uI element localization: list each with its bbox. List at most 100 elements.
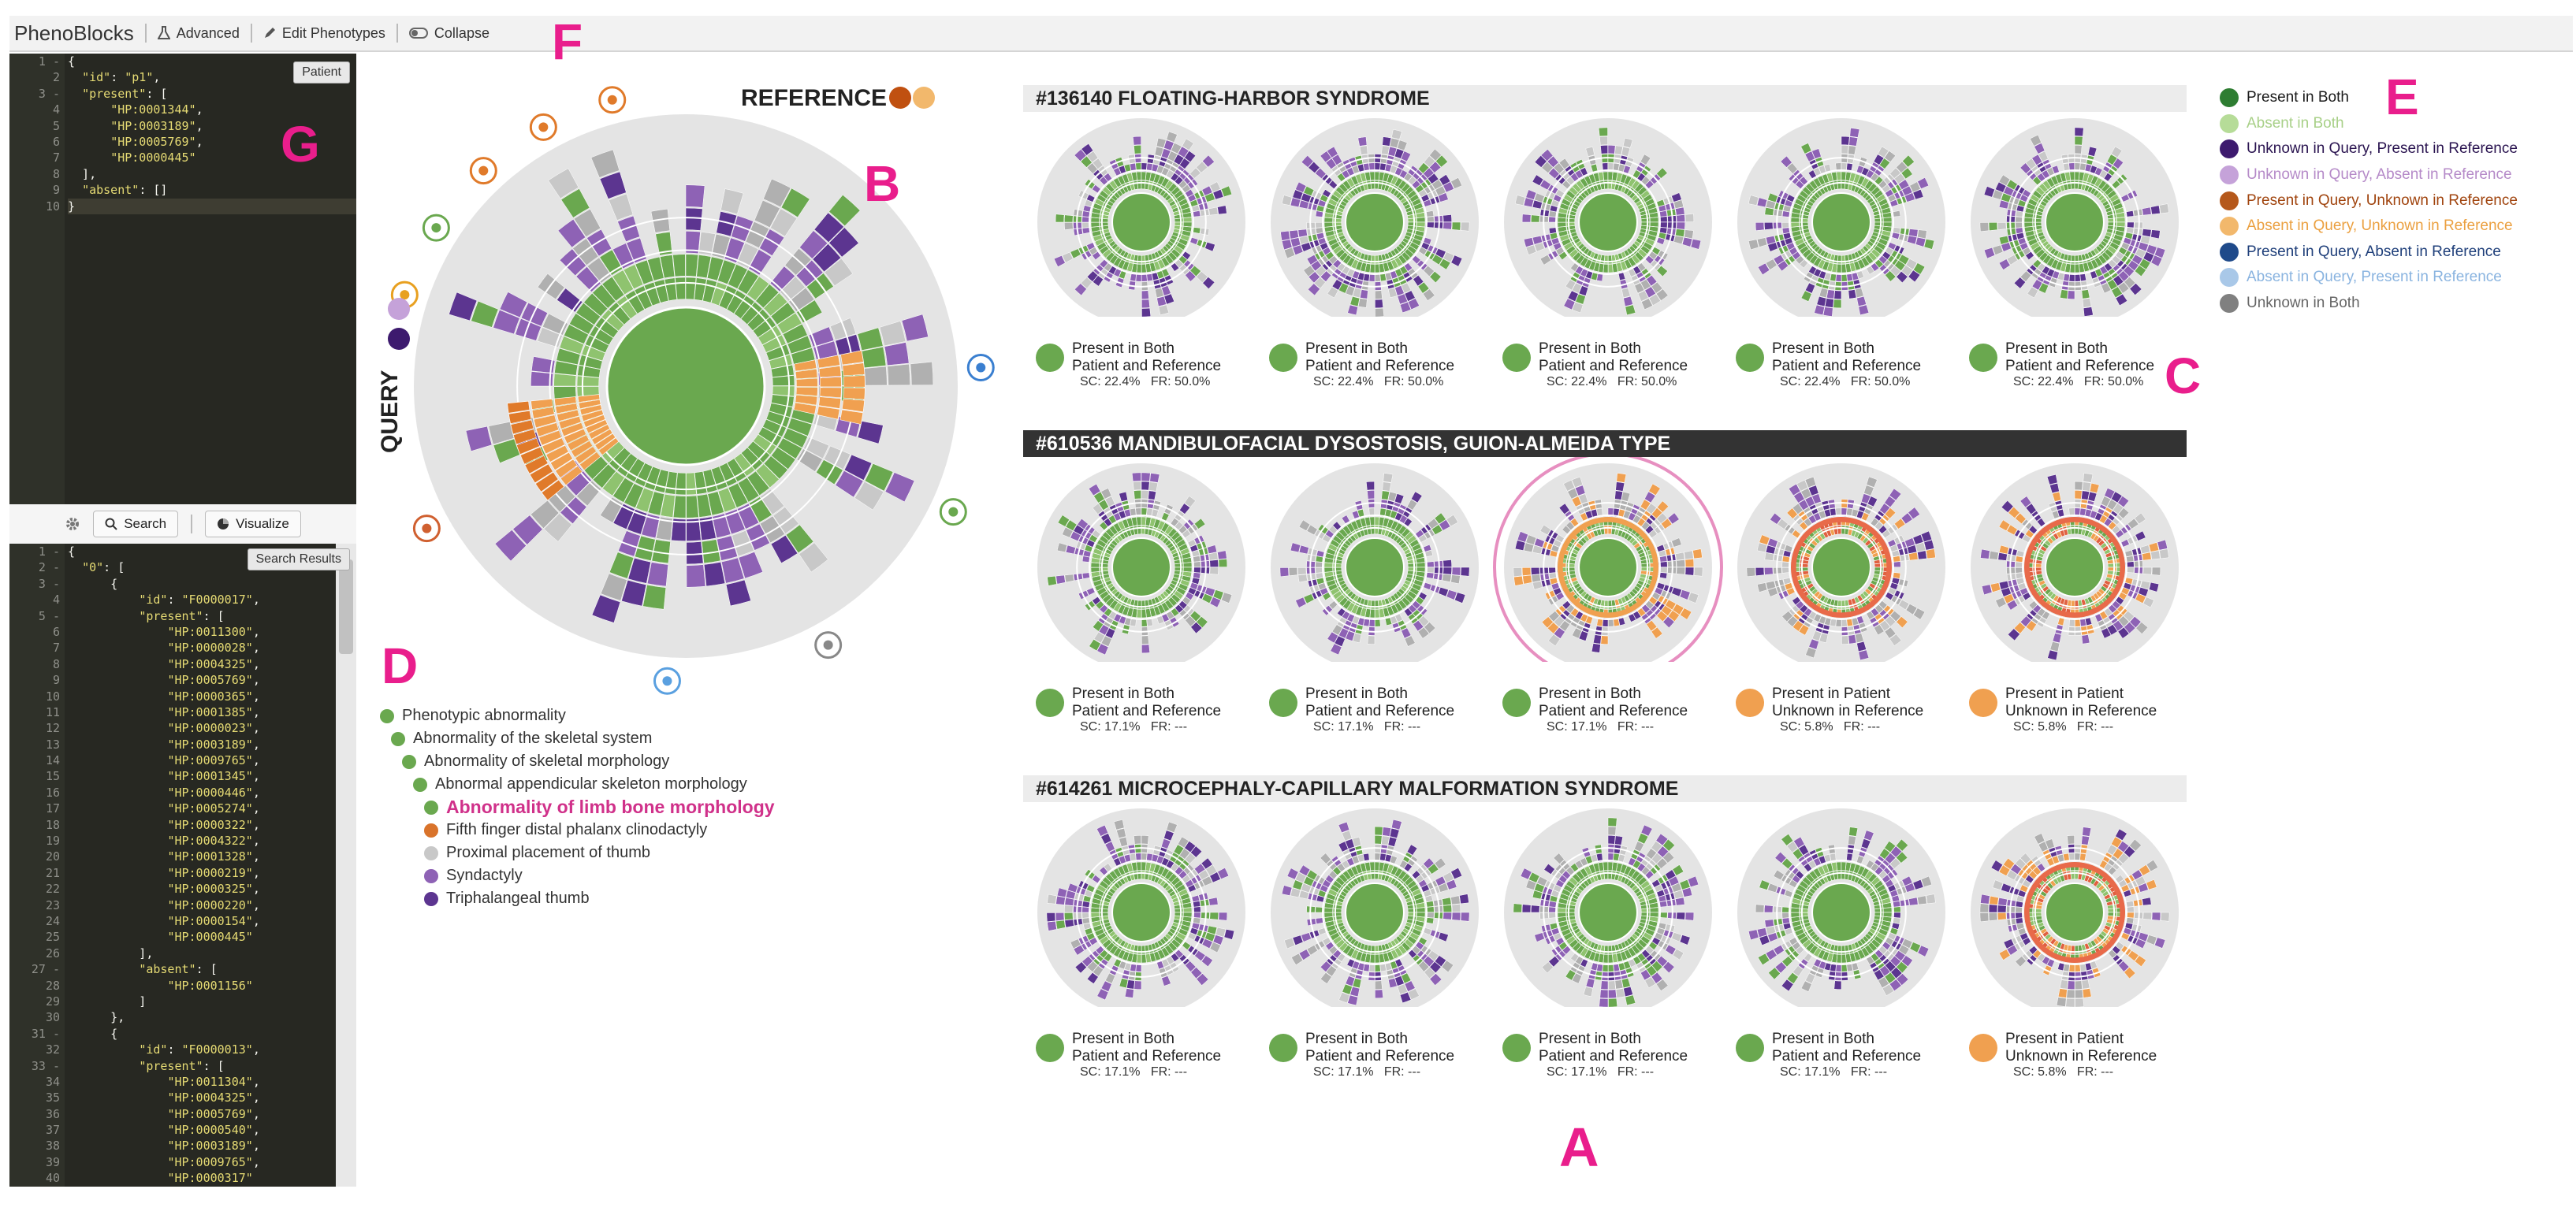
mini-sunburst-segment[interactable]: [1523, 237, 1535, 247]
mini-sunburst-segment[interactable]: [1748, 195, 1759, 206]
mini-sunburst-segment[interactable]: [1896, 616, 1908, 629]
mini-sunburst-segment[interactable]: [1141, 861, 1147, 871]
mini-sunburst-segment[interactable]: [1374, 171, 1380, 181]
mini-sunburst-segment[interactable]: [2010, 863, 2022, 875]
main-sunburst-segment[interactable]: [721, 557, 745, 584]
mini-sunburst-segment[interactable]: [1923, 539, 1935, 551]
mini-sunburst-segment[interactable]: [1765, 581, 1776, 590]
mini-sunburst-segment[interactable]: [1681, 887, 1693, 897]
mini-sunburst-segment[interactable]: [2019, 162, 2031, 174]
mini-sunburst-segment[interactable]: [1885, 270, 1897, 282]
mini-sunburst-segment[interactable]: [1640, 824, 1653, 837]
mini-sunburst-segment[interactable]: [1081, 216, 1091, 223]
mini-sunburst-center[interactable]: [1111, 192, 1171, 252]
main-sunburst-segment[interactable]: [660, 255, 676, 279]
mini-sunburst-segment[interactable]: [1557, 912, 1567, 918]
mini-sunburst-segment[interactable]: [1756, 927, 1768, 938]
mini-sunburst-segment[interactable]: [1099, 912, 1109, 917]
mini-sunburst-segment[interactable]: [1811, 148, 1822, 159]
mini-sunburst-segment[interactable]: [1640, 217, 1651, 223]
mini-sunburst-segment[interactable]: [1209, 942, 1221, 953]
main-sunburst-segment[interactable]: [545, 444, 569, 463]
mini-sunburst-segment[interactable]: [2013, 622, 2026, 634]
mini-sunburst-segment[interactable]: [2123, 610, 2135, 622]
mini-sunburst-segment[interactable]: [1297, 229, 1308, 238]
mini-sunburst-segment[interactable]: [1056, 887, 1068, 898]
mini-sunburst-segment[interactable]: [1417, 281, 1430, 294]
mini-sunburst-segment[interactable]: [1298, 544, 1309, 555]
mini-sunburst-segment[interactable]: [2123, 265, 2135, 277]
main-sunburst-segment[interactable]: [731, 215, 754, 242]
mini-sunburst-segment[interactable]: [1375, 618, 1381, 627]
mini-sunburst[interactable]: [1490, 802, 1726, 1007]
mini-sunburst-segment[interactable]: [1201, 593, 1213, 604]
mini-sunburst-segment[interactable]: [1064, 222, 1074, 230]
mini-sunburst-segment[interactable]: [1912, 608, 1926, 620]
mini-sunburst-segment[interactable]: [1401, 282, 1412, 294]
mini-sunburst-segment[interactable]: [1194, 950, 1206, 962]
mini-sunburst-segment[interactable]: [1096, 643, 1109, 656]
main-sunburst-segment[interactable]: [685, 207, 703, 231]
mini-sunburst-segment[interactable]: [1634, 282, 1645, 294]
mini-sunburst-segment[interactable]: [1345, 630, 1356, 641]
mini-sunburst-segment[interactable]: [1992, 879, 2004, 890]
mini-sunburst-segment[interactable]: [1141, 853, 1148, 862]
mini-sunburst-segment[interactable]: [2081, 634, 2090, 645]
main-sunburst-segment[interactable]: [763, 455, 788, 480]
mini-sunburst-segment[interactable]: [1860, 838, 1871, 849]
mini-sunburst-segment[interactable]: [1898, 599, 1910, 611]
mini-sunburst-segment[interactable]: [1833, 299, 1842, 309]
mini-sunburst-segment[interactable]: [1323, 912, 1334, 918]
mini-sunburst-segment[interactable]: [1790, 221, 1800, 228]
mini-sunburst-segment[interactable]: [1755, 222, 1765, 231]
mini-sunburst-segment[interactable]: [1303, 185, 1315, 196]
main-sunburst-segment[interactable]: [609, 552, 635, 579]
mini-sunburst-segment[interactable]: [1764, 207, 1774, 216]
mini-sunburst-segment[interactable]: [1450, 895, 1461, 905]
mini-sunburst-segment[interactable]: [1894, 260, 1906, 272]
main-sunburst-segment[interactable]: [843, 454, 873, 481]
mini-sunburst-segment[interactable]: [1656, 955, 1668, 968]
mini-sunburst-segment[interactable]: [1841, 136, 1850, 146]
mini-sunburst-segment[interactable]: [2138, 586, 2149, 597]
mini-sunburst-segment[interactable]: [1064, 214, 1074, 223]
main-sunburst-segment[interactable]: [494, 529, 527, 562]
mini-sunburst-segment[interactable]: [1345, 838, 1355, 849]
mini-sunburst-segment[interactable]: [1755, 567, 1765, 576]
mini-sunburst-segment[interactable]: [1442, 559, 1452, 567]
mini-sunburst-segment[interactable]: [2025, 620, 2037, 632]
mini-sunburst-segment[interactable]: [2118, 960, 2130, 972]
mini-sunburst-segment[interactable]: [1684, 550, 1694, 560]
mini-sunburst-segment[interactable]: [1522, 574, 1532, 585]
mini-sunburst-segment[interactable]: [1208, 206, 1219, 216]
mini-sunburst-segment[interactable]: [1201, 938, 1213, 949]
mini-sunburst-segment[interactable]: [1640, 969, 1651, 981]
mini-sunburst-segment[interactable]: [1212, 589, 1224, 600]
mini-sunburst-segment[interactable]: [1424, 155, 1436, 168]
main-sunburst-segment[interactable]: [787, 335, 813, 355]
main-sunburst-segment[interactable]: [733, 295, 755, 319]
mini-sunburst-segment[interactable]: [2138, 931, 2149, 942]
mini-sunburst-segment[interactable]: [1338, 627, 1349, 639]
mini-sunburst-segment[interactable]: [1338, 821, 1350, 834]
mini-sunburst-segment[interactable]: [2057, 988, 2068, 998]
mini-sunburst-segment[interactable]: [1315, 222, 1324, 229]
mini-sunburst-segment[interactable]: [1407, 217, 1417, 223]
mini-sunburst-segment[interactable]: [1651, 853, 1663, 864]
mini-sunburst-segment[interactable]: [1603, 953, 1609, 964]
mini-sunburst-segment[interactable]: [2125, 221, 2135, 229]
mini-sunburst-segment[interactable]: [1603, 861, 1609, 871]
mini-sunburst-segment[interactable]: [1892, 912, 1901, 919]
mini-sunburst-segment[interactable]: [1841, 963, 1848, 972]
main-sunburst-segment[interactable]: [555, 403, 579, 414]
mini-sunburst-segment[interactable]: [1427, 173, 1439, 184]
mini-sunburst-segment[interactable]: [1189, 610, 1201, 622]
mini-sunburst-segment[interactable]: [1882, 912, 1893, 918]
mini-sunburst-segment[interactable]: [1759, 879, 1770, 890]
mini-sunburst-segment[interactable]: [2134, 265, 2146, 277]
mini-sunburst-segment[interactable]: [1625, 304, 1636, 316]
mini-sunburst-segment[interactable]: [1521, 904, 1532, 913]
mini-sunburst-segment[interactable]: [1209, 559, 1219, 567]
mini-sunburst-segment[interactable]: [2001, 882, 2012, 894]
mini-sunburst-center[interactable]: [1345, 882, 1405, 942]
